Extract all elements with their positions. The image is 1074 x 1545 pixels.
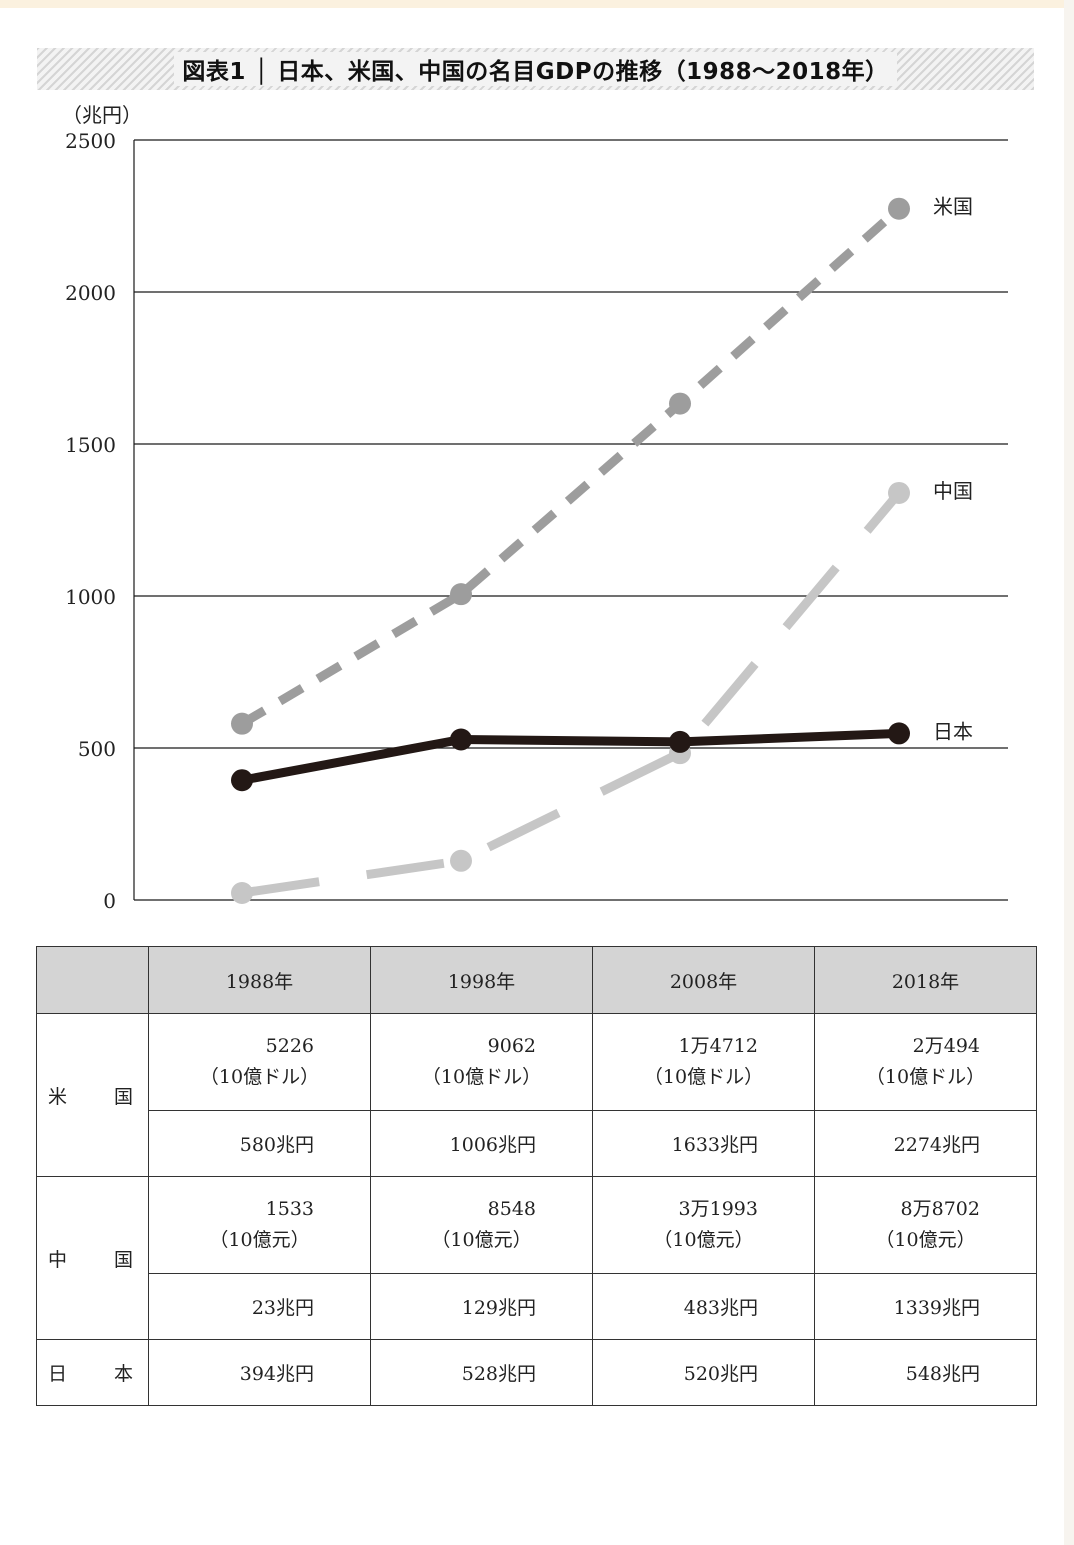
y-tick-label-1500: 1500: [65, 433, 116, 457]
y-tick-label-1000: 1000: [65, 585, 116, 609]
cell-amount: 3万1993: [678, 1198, 758, 1220]
series-line-0: [239, 205, 902, 728]
header-cell-1998: 1998年: [370, 946, 593, 1014]
cell-amount: 1533: [265, 1198, 314, 1220]
header-cell-2018: 2018年: [814, 946, 1037, 1014]
header-cell-empty: [36, 946, 149, 1014]
cell-cn-yen-2008: 483兆円: [592, 1273, 815, 1340]
series-2-point-0: [231, 769, 253, 792]
header-cell-1988: 1988年: [148, 946, 371, 1014]
series-2-point-2: [669, 730, 691, 753]
cell-cn-yen-2018: 1339兆円: [814, 1273, 1037, 1340]
cell-cn-native-1998: 8548 （10億元）: [370, 1176, 593, 1274]
cell-amount: 5226: [265, 1035, 314, 1057]
cell-cn-yen-1998: 129兆円: [370, 1273, 593, 1340]
table-row-us-yen: 580兆円 1006兆円 1633兆円 2274兆円: [37, 1110, 1037, 1177]
series-1-point-1: [450, 849, 472, 872]
series-2-point-1: [450, 728, 472, 751]
y-tick-label-2000: 2000: [65, 281, 116, 305]
series-0-point-2: [669, 392, 691, 415]
cell-cn-native-2008: 3万1993 （10億元）: [592, 1176, 815, 1274]
cell-us-native-1998: 9062 （10億ドル）: [370, 1013, 593, 1111]
cell-unit: （10億元）: [209, 1229, 310, 1251]
header-cell-2008: 2008年: [592, 946, 815, 1014]
cell-cn-yen-1988: 23兆円: [148, 1273, 371, 1340]
row-label-jp: 日 本: [36, 1339, 149, 1406]
series-1-point-0: [231, 882, 253, 905]
cell-amount: 2万494: [912, 1035, 980, 1057]
cell-cn-native-2018: 8万8702 （10億元）: [814, 1176, 1037, 1274]
cell-jp-yen-1988: 394兆円: [148, 1339, 371, 1406]
series-lines: [231, 197, 910, 905]
cell-unit: （10億ドル）: [865, 1066, 986, 1088]
cell-unit: （10億ドル）: [643, 1066, 764, 1088]
table-row-cn-native: 中 国 1533 （10億元） 8548 （10億元） 3万1993 （10億元） 8…: [36, 1176, 1037, 1340]
cell-amount: 9062: [487, 1035, 536, 1057]
cell-us-native-1988: 5226 （10億ドル）: [148, 1013, 371, 1111]
y-tick-label-500: 500: [78, 737, 116, 761]
cell-us-yen-1998: 1006兆円: [370, 1110, 593, 1177]
figure-title: 図表1 │ 日本、米国、中国の名目GDPの推移（1988〜2018年）: [174, 52, 897, 86]
series-label-0: 米国: [933, 195, 973, 219]
table-row-us-native: 米 国 5226 （10億ドル） 9062 （10億ドル） 1万4712 （10億ドル…: [36, 1013, 1037, 1177]
cell-us-yen-1988: 580兆円: [148, 1110, 371, 1177]
y-tick-label-0: 0: [103, 889, 116, 913]
top-decor-band: [0, 0, 1074, 8]
series-label-2: 日本: [933, 719, 973, 743]
right-page-edge: [1064, 0, 1074, 1545]
series-label-1: 中国: [933, 479, 973, 503]
cell-amount: 1万4712: [678, 1035, 758, 1057]
cell-unit: （10億元）: [875, 1229, 976, 1251]
table-header-row: 1988年 1998年 2008年 2018年: [36, 946, 1037, 1014]
cell-unit: （10億元）: [653, 1229, 754, 1251]
cell-unit: （10億元）: [431, 1229, 532, 1251]
series-line-1: [241, 490, 903, 898]
cell-jp-yen-1998: 528兆円: [370, 1339, 593, 1406]
series-2-point-3: [888, 722, 910, 745]
cell-jp-yen-2018: 548兆円: [814, 1339, 1037, 1406]
series-0-point-0: [231, 712, 253, 735]
y-tick-label-2500: 2500: [65, 129, 116, 153]
cell-unit: （10億ドル）: [199, 1066, 320, 1088]
series-line-2: [241, 728, 900, 785]
cell-cn-native-1988: 1533 （10億元）: [148, 1176, 371, 1274]
cell-amount: 8548: [487, 1198, 536, 1220]
series-0-point-1: [450, 583, 472, 606]
series-0-point-3: [888, 197, 910, 220]
gdp-data-table: 1988年 1998年 2008年 2018年 米 国 5226 （10億ドル） …: [36, 946, 1037, 1406]
row-label-cn: 中 国: [36, 1176, 149, 1340]
cell-us-yen-2008: 1633兆円: [592, 1110, 815, 1177]
cell-us-native-2008: 1万4712 （10億ドル）: [592, 1013, 815, 1111]
cell-unit: （10億ドル）: [421, 1066, 542, 1088]
row-label-us: 米 国: [36, 1013, 149, 1177]
cell-us-native-2018: 2万494 （10億ドル）: [814, 1013, 1037, 1111]
series-1-point-3: [888, 481, 910, 504]
table-row-jp-yen: 日 本 394兆円 528兆円 520兆円 548兆円: [36, 1339, 1037, 1406]
table-row-cn-yen: 23兆円 129兆円 483兆円 1339兆円: [37, 1273, 1037, 1340]
cell-jp-yen-2008: 520兆円: [592, 1339, 815, 1406]
grid-lines: [134, 139, 1008, 901]
title-bar: 図表1 │ 日本、米国、中国の名目GDPの推移（1988〜2018年）: [37, 48, 1034, 90]
cell-amount: 8万8702: [900, 1198, 980, 1220]
cell-us-yen-2018: 2274兆円: [814, 1110, 1037, 1177]
y-axis-unit-label: （兆円）: [62, 103, 142, 127]
